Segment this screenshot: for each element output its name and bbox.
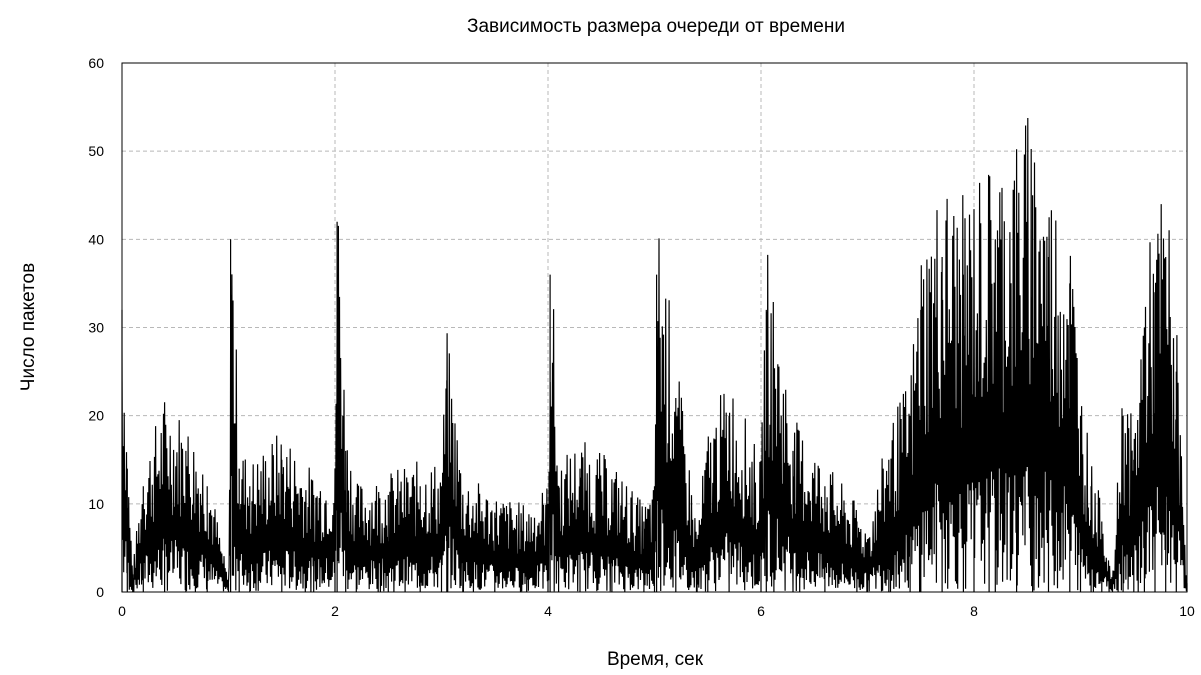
chart-title: Зависимость размера очереди от времени (467, 16, 845, 37)
y-tick-label: 30 (88, 320, 104, 336)
y-tick-label: 50 (88, 143, 104, 159)
y-axis-label: Число пакетов (18, 263, 39, 391)
queue-size-line (121, 117, 1188, 593)
series-line-queue-size (121, 117, 1188, 593)
y-tick-label: 20 (88, 408, 104, 424)
x-tick-label: 8 (970, 603, 978, 619)
x-axis-ticks: 0 2 4 6 8 10 (118, 603, 1195, 619)
x-tick-label: 6 (757, 603, 765, 619)
y-axis-ticks: 0 10 20 30 40 50 60 (88, 55, 104, 600)
y-tick-label: 40 (88, 231, 104, 247)
y-tick-label: 0 (96, 584, 104, 600)
x-tick-label: 2 (331, 603, 339, 619)
plot-frame (121, 62, 1188, 593)
y-tick-label: 10 (88, 496, 104, 512)
x-tick-label: 0 (118, 603, 126, 619)
x-tick-label: 4 (544, 603, 552, 619)
y-tick-label: 60 (88, 55, 104, 71)
x-tick-label: 10 (1179, 603, 1195, 619)
x-axis-label: Время, сек (607, 649, 704, 670)
